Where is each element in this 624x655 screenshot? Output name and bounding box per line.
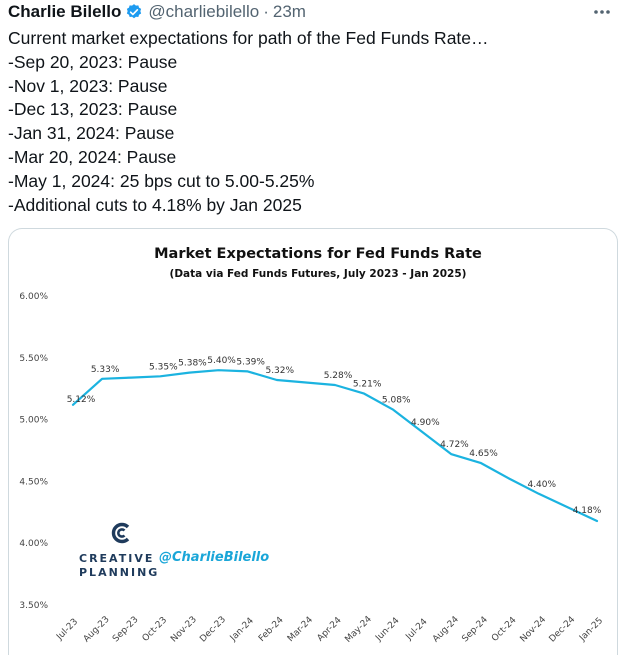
watermark-handle: @CharlieBilello <box>159 550 269 565</box>
data-label: 5.35% <box>149 362 178 372</box>
tweet-line: Current market expectations for path of … <box>8 28 489 48</box>
x-tick-label: Dec-23 <box>198 615 228 645</box>
chart-subtitle: (Data via Fed Funds Futures, July 2023 -… <box>170 268 467 280</box>
data-label: 4.18% <box>573 506 602 516</box>
tweet-line: -Jan 31, 2024: Pause <box>8 123 175 144</box>
y-tick-label: 5.50% <box>19 354 48 364</box>
y-tick-label: 4.50% <box>19 477 48 487</box>
data-label: 5.38% <box>178 359 207 369</box>
tweet-line: -Sep 20, 2023: Pause <box>8 51 178 72</box>
x-tick-label: Jul-24 <box>404 617 430 643</box>
data-label: 4.72% <box>440 440 469 450</box>
data-label: 4.65% <box>469 449 498 459</box>
tweet-line: -Dec 13, 2023: Pause <box>8 99 178 120</box>
tweet-header: Charlie Bilello @charliebilello · 23m <box>8 0 306 24</box>
data-label: 5.21% <box>353 380 382 390</box>
x-tick-label: Mar-24 <box>286 615 315 644</box>
x-tick-label: Jan-24 <box>228 616 256 644</box>
tweet-line: -Nov 1, 2023: Pause <box>8 75 168 96</box>
watermark: CREATIVE PLANNING @CharlieBilello <box>79 522 269 579</box>
x-tick-label: Aug-24 <box>431 614 461 644</box>
line-chart: Market Expectations for Fed Funds Rate (… <box>19 246 605 645</box>
x-tick-label: Feb-24 <box>257 615 286 644</box>
x-tick-label: Jun-24 <box>373 616 401 644</box>
x-tick-label: May-24 <box>343 614 374 645</box>
x-tick-label: Oct-23 <box>141 615 169 643</box>
chart-title: Market Expectations for Fed Funds Rate <box>154 246 482 262</box>
x-tick-label: Jan-25 <box>577 616 605 644</box>
x-tick-label: Sep-23 <box>111 615 140 644</box>
series-line <box>71 369 599 523</box>
tweet-text: Current market expectations for path of … <box>8 27 489 217</box>
x-tick-label: Dec-24 <box>548 615 578 645</box>
data-label: 5.39% <box>236 357 265 367</box>
x-tick-label: Aug-23 <box>82 615 112 645</box>
x-tick-label: Nov-24 <box>519 615 549 645</box>
x-tick-label: Nov-23 <box>169 615 199 645</box>
data-label: 5.32% <box>265 366 294 376</box>
y-tick-label: 3.50% <box>19 601 48 611</box>
tweet-line: -Additional cuts to 4.18% by Jan 2025 <box>8 194 302 215</box>
author-name[interactable]: Charlie Bilello <box>8 2 122 21</box>
separator-dot: · <box>263 2 269 21</box>
tweet-line: -May 1, 2024: 25 bps cut to 5.00-5.25% <box>8 170 315 191</box>
x-tick-label: Apr-24 <box>316 615 344 643</box>
data-label: 5.12% <box>67 395 96 405</box>
chart-image-card[interactable]: Market Expectations for Fed Funds Rate (… <box>8 228 618 655</box>
brand-line-2: PLANNING <box>79 566 159 579</box>
creative-planning-logo-icon <box>111 522 130 544</box>
data-label: 5.40% <box>207 356 236 366</box>
data-label: 5.33% <box>91 365 120 375</box>
x-tick-label: Sep-24 <box>460 615 490 645</box>
x-tick-label: Jul-23 <box>54 617 80 643</box>
verified-badge-icon <box>127 4 142 19</box>
y-tick-label: 4.00% <box>19 539 48 549</box>
y-tick-label: 5.00% <box>19 416 48 426</box>
data-label: 5.08% <box>382 396 411 406</box>
tweet-line: -Mar 20, 2024: Pause <box>8 146 177 167</box>
data-label: 4.90% <box>411 418 440 428</box>
more-options-button[interactable] <box>590 2 614 22</box>
brand-line-1: CREATIVE <box>79 552 154 565</box>
timestamp[interactable]: 23m <box>272 2 306 21</box>
data-label: 4.40% <box>527 480 556 490</box>
more-options-icon <box>594 10 610 14</box>
y-tick-label: 6.00% <box>19 292 48 302</box>
data-label: 5.28% <box>324 371 353 381</box>
x-tick-label: Oct-24 <box>490 615 519 644</box>
author-handle[interactable]: @charliebilello <box>148 2 260 21</box>
